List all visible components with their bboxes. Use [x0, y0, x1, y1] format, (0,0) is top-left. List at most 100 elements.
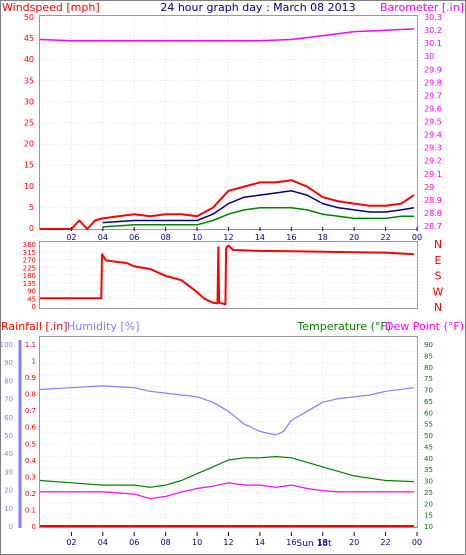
- rainfall-tick-label: 0.3: [25, 473, 36, 481]
- direction-tick-label: 135: [23, 280, 36, 288]
- humidity-tick-label: 40: [4, 450, 13, 458]
- temperature-tick-label: 30: [424, 478, 433, 486]
- x-tick-label: 22: [380, 538, 390, 547]
- humidity-tick-label: 20: [4, 487, 13, 495]
- humidity-line: [39, 385, 414, 436]
- climate-series: [39, 385, 414, 527]
- windspeed-tick-label: 0: [29, 224, 34, 233]
- temperature-tick-label: 85: [424, 352, 433, 360]
- wind-x-axis: 02 04 06 08 10 12 14 16 18 20 22 00: [66, 227, 422, 242]
- windspeed-tick-label: 5: [29, 203, 34, 212]
- temperature-tick-label: 40: [424, 455, 433, 463]
- x-tick-label: 08: [161, 233, 171, 242]
- windspeed-gust-line: [40, 179, 415, 230]
- temperature-tick-label: 35: [424, 466, 433, 474]
- humidity-axis-label: Humidity [%]: [67, 320, 139, 333]
- climate-panel-frame: [39, 336, 418, 528]
- windspeed-tick-label: 25: [24, 119, 34, 128]
- windspeed-tick-label: 45: [24, 34, 34, 43]
- direction-tick-label: 270: [23, 257, 36, 265]
- x-tick-label: 00: [412, 233, 422, 242]
- direction-panel-grid: [40, 244, 418, 306]
- barometer-line: [39, 28, 414, 42]
- barometer-tick-label: 28.8: [424, 209, 442, 218]
- direction-tick-label: 45: [27, 295, 36, 303]
- humidity-tick-label: 50: [4, 432, 13, 440]
- barometer-tick-label: 29.4: [424, 131, 442, 140]
- windspeed-tick-label: 35: [24, 76, 34, 85]
- x-tick-label: 18: [318, 538, 328, 547]
- temperature-tick-label: 60: [424, 409, 433, 417]
- rainfall-tick-label: 0.8: [25, 391, 36, 399]
- climate-panel-grid: [40, 340, 418, 526]
- humidity-tick-label: 60: [4, 414, 13, 422]
- barometer-tick-label: 29.5: [424, 118, 442, 127]
- compass-tick-label: E: [435, 254, 442, 267]
- barometer-tick-label: 29.6: [424, 104, 442, 113]
- direction-series: [40, 244, 414, 306]
- temperature-axis-label: Temperature (°F): [296, 320, 391, 333]
- windspeed-tick-label: 20: [24, 140, 34, 149]
- humidity-tick-label: 0: [9, 523, 13, 531]
- humidity-tick-label: 10: [4, 505, 13, 513]
- dewpoint-axis-label: Dew Point (°F): [385, 320, 464, 333]
- windspeed-tick-label: 30: [24, 97, 34, 106]
- barometer-tick-label: 29.8: [424, 78, 442, 87]
- barometer-axis-label: Barometer [.in]: [380, 1, 464, 14]
- temperature-tick-label: 70: [424, 387, 433, 395]
- temperature-tick-label: 20: [424, 500, 433, 508]
- x-tick-label: 00: [412, 538, 422, 547]
- windspeed-axis: 0 5 10 15 20 25 30 35 40 45 50: [24, 13, 34, 233]
- rainfall-tick-label: 0.6: [25, 424, 37, 432]
- barometer-tick-label: 30.3: [424, 13, 442, 22]
- x-tick-label: 04: [98, 233, 108, 242]
- barometer-tick-label: 29.2: [424, 157, 442, 166]
- x-tick-label: 06: [129, 233, 139, 242]
- compass-tick-label: N: [434, 301, 442, 314]
- rainfall-tick-label: 0.4: [25, 457, 37, 465]
- compass-tick-label: N: [434, 238, 442, 251]
- x-tick-label: 02: [66, 233, 76, 242]
- barometer-tick-label: 28.7: [424, 222, 442, 231]
- barometer-axis: 28.7 28.8 28.9 29 29.1 29.2 29.3 29.4 29.5 29.6 29…: [424, 13, 442, 231]
- direction-tick-label: 360: [23, 241, 36, 249]
- humidity-tick-label: 100: [0, 341, 13, 349]
- barometer-tick-label: 29.7: [424, 91, 442, 100]
- rainfall-tick-label: 0: [32, 523, 36, 531]
- rainfall-tick-label: 0.5: [25, 440, 36, 448]
- temperature-tick-label: 75: [424, 375, 433, 383]
- direction-tick-label: 225: [23, 264, 36, 272]
- x-tick-label: 22: [380, 233, 390, 242]
- temperature-line: [39, 456, 414, 488]
- wind-panel-grid: [40, 17, 418, 229]
- x-tick-label: 12: [223, 538, 233, 547]
- rainfall-tick-label: 0.1: [25, 506, 36, 514]
- humidity-tick-label: 30: [4, 468, 13, 476]
- humidity-tick-label: 90: [4, 359, 13, 367]
- wind-direction-line: [40, 244, 414, 306]
- temperature-tick-label: 50: [424, 432, 433, 440]
- temperature-tick-label: 65: [424, 398, 433, 406]
- barometer-tick-label: 29.9: [424, 65, 442, 74]
- barometer-tick-label: 30.2: [424, 26, 442, 35]
- x-tick-label: 20: [349, 233, 359, 242]
- rainfall-tick-label: 1.1: [25, 341, 36, 349]
- windspeed-tick-label: 50: [24, 13, 34, 22]
- sun-annotation: Sun 18t: [297, 539, 332, 549]
- windspeed-tick-label: 40: [24, 55, 34, 64]
- wind-series: [39, 28, 415, 230]
- direction-tick-label: 180: [23, 272, 36, 280]
- rainfall-tick-label: 0.9: [25, 374, 36, 382]
- humidity-tick-label: 80: [4, 377, 13, 385]
- barometer-tick-label: 28.9: [424, 196, 442, 205]
- climate-x-axis: 02 04 06 08 10 12 14 16 18 20 22 00: [66, 532, 422, 547]
- direction-tick-label: 90: [27, 288, 36, 296]
- x-tick-label: 10: [192, 233, 202, 242]
- barometer-tick-label: 29.3: [424, 144, 442, 153]
- humidity-axis: 0 10 20 30 40 50 60 70 80 90 100: [0, 341, 13, 531]
- temperature-tick-label: 80: [424, 364, 433, 372]
- rainfall-axis: 0 0.1 0.2 0.3 0.4 0.5 0.6 0.7 0.8 0.9 1 1.1: [25, 341, 37, 531]
- x-tick-label: 16: [286, 233, 296, 242]
